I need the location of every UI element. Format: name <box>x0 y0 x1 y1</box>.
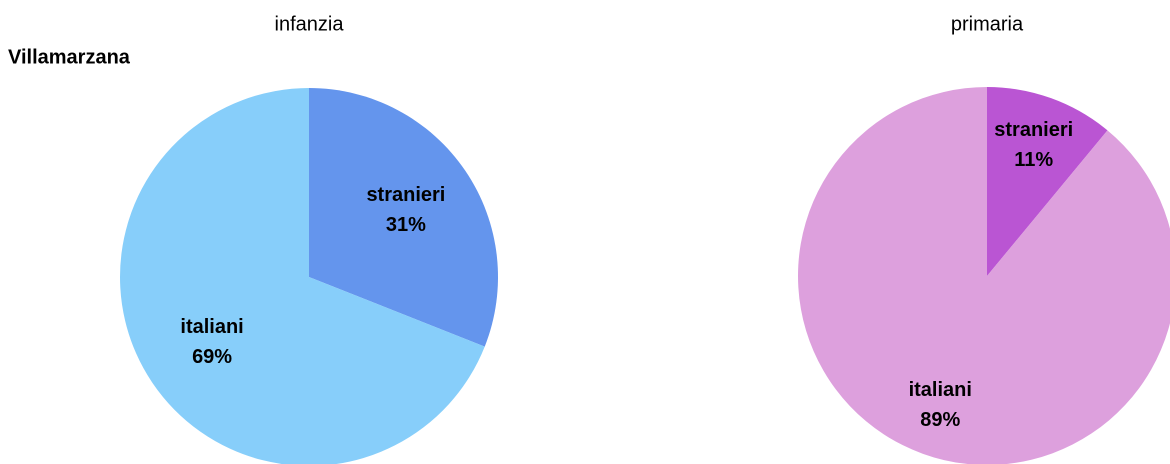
slice-label: stranieri 11% <box>994 119 1073 171</box>
slice-category: stranieri <box>994 119 1073 141</box>
pie-slice <box>309 88 498 347</box>
slice-percent: 11% <box>1014 149 1053 171</box>
slice-label: italiani 89% <box>909 379 972 431</box>
slice-percent: 69% <box>192 346 232 368</box>
slice-label: italiani 69% <box>180 316 243 368</box>
heading: Villamarzana <box>8 46 131 68</box>
chart-title: infanzia <box>275 13 345 35</box>
pie-slice <box>798 87 1170 464</box>
slice-category: stranieri <box>366 184 445 206</box>
slice-category: italiani <box>180 316 243 338</box>
slice-label: stranieri 31% <box>366 184 445 236</box>
slice-percent: 31% <box>386 214 426 236</box>
pie-slice <box>120 88 485 464</box>
chart-title: primaria <box>951 13 1024 35</box>
slice-category: italiani <box>909 379 972 401</box>
slice-percent: 89% <box>920 409 960 431</box>
pie-slice <box>987 87 1108 276</box>
